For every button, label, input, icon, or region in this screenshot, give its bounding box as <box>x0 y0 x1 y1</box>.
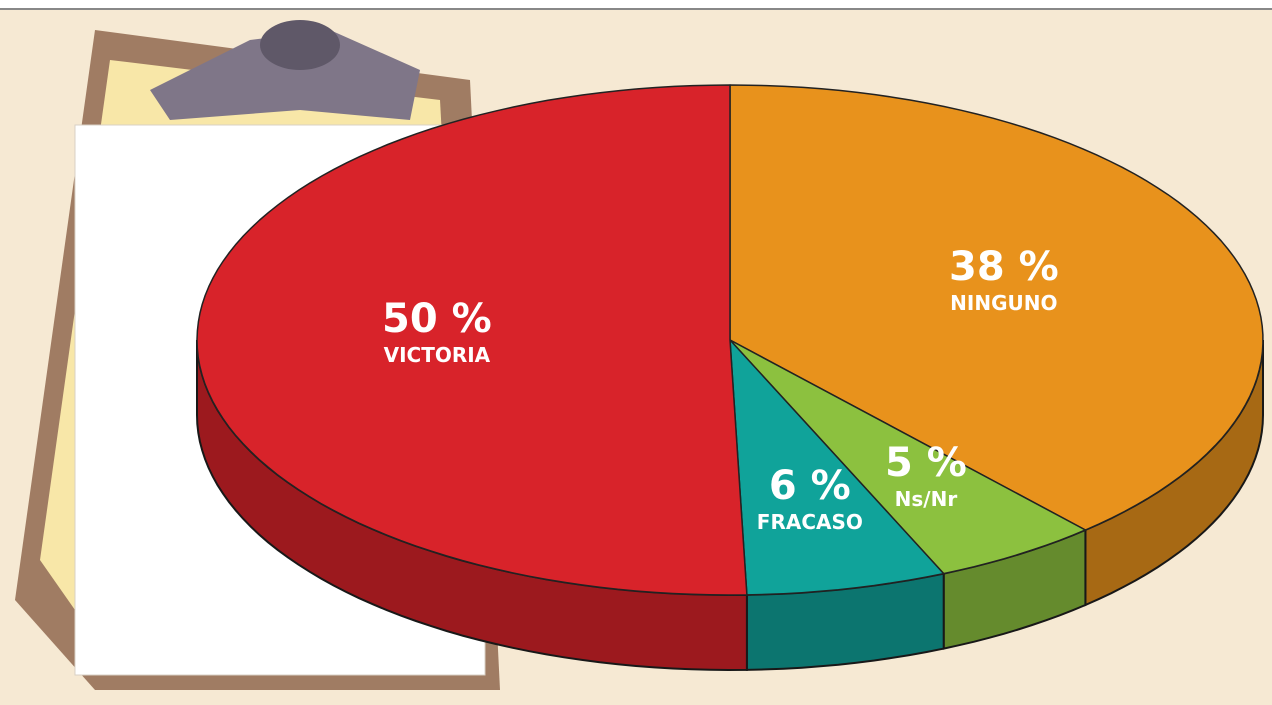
value-label: 5 % <box>885 440 967 486</box>
pie-slice <box>729 84 1264 531</box>
category-label: VICTORIA <box>384 343 491 367</box>
pie: 38 %NINGUNO 5 %Ns/Nr 6 %FRACASO 50 %VICTORI… <box>196 84 1264 672</box>
value-label: 6 % <box>769 463 851 509</box>
category-label: NINGUNO <box>950 291 1057 315</box>
top-strip <box>0 0 1272 8</box>
value-label: 38 % <box>949 244 1059 290</box>
pie-slice <box>729 339 945 596</box>
category-label: Ns/Nr <box>895 487 958 511</box>
pie-slice <box>729 339 1087 575</box>
category-label: FRACASO <box>757 510 863 534</box>
pie-slice <box>196 84 748 596</box>
value-label: 50 % <box>382 296 492 342</box>
